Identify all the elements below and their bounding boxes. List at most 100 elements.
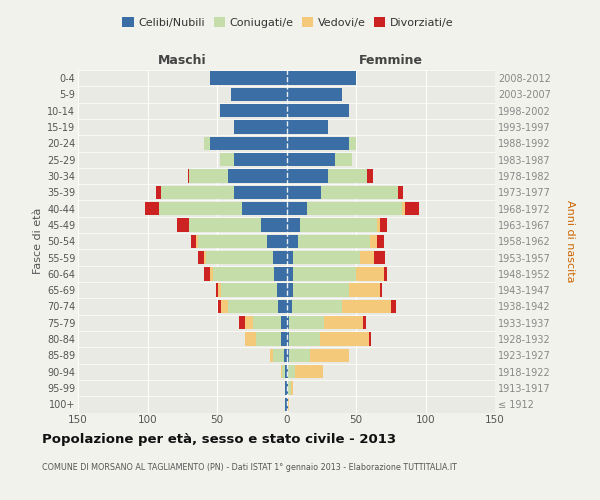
Bar (245, 316, 253, 330)
Bar (289, 316, 324, 330)
Bar (328, 170, 367, 182)
Bar (205, 267, 210, 280)
Bar (360, 251, 374, 264)
Bar (287, 316, 289, 330)
Bar (281, 365, 283, 378)
Bar (206, 251, 272, 264)
Bar (213, 267, 274, 280)
Bar (374, 251, 385, 264)
Bar (287, 332, 289, 346)
Bar (188, 170, 189, 182)
Bar (287, 251, 293, 264)
Bar (274, 267, 287, 280)
Bar (221, 284, 277, 297)
Bar (197, 234, 267, 248)
Bar (233, 120, 287, 134)
Bar (158, 202, 242, 215)
Bar (220, 104, 287, 118)
Bar (287, 136, 349, 150)
Bar (370, 234, 377, 248)
Bar (287, 153, 335, 166)
Bar (380, 284, 382, 297)
Bar (301, 218, 377, 232)
Bar (287, 398, 288, 411)
Bar (324, 316, 363, 330)
Bar (242, 202, 287, 215)
Bar (292, 300, 342, 313)
Bar (377, 218, 380, 232)
Bar (231, 88, 287, 101)
Bar (228, 300, 278, 313)
Bar (289, 332, 320, 346)
Bar (267, 234, 287, 248)
Bar (228, 170, 287, 182)
Bar (197, 251, 205, 264)
Bar (293, 267, 356, 280)
Bar (196, 234, 197, 248)
Bar (298, 234, 370, 248)
Bar (281, 316, 287, 330)
Bar (287, 120, 328, 134)
Bar (342, 300, 391, 313)
Bar (278, 300, 287, 313)
Bar (321, 186, 398, 199)
Bar (287, 234, 298, 248)
Bar (287, 365, 288, 378)
Bar (281, 332, 287, 346)
Bar (285, 365, 287, 378)
Text: Maschi: Maschi (158, 54, 206, 66)
Y-axis label: Fasce di età: Fasce di età (32, 208, 43, 274)
Bar (404, 202, 419, 215)
Bar (262, 218, 287, 232)
Bar (256, 332, 281, 346)
Bar (205, 251, 206, 264)
Bar (287, 284, 293, 297)
Bar (335, 153, 352, 166)
Y-axis label: Anni di nascita: Anni di nascita (565, 200, 575, 282)
Bar (218, 300, 221, 313)
Bar (287, 88, 342, 101)
Bar (287, 202, 307, 215)
Bar (156, 186, 161, 199)
Bar (220, 153, 233, 166)
Text: COMUNE DI MORSANO AL TAGLIAMENTO (PN) - Dati ISTAT 1° gennaio 2013 - Elaborazion: COMUNE DI MORSANO AL TAGLIAMENTO (PN) - … (42, 462, 457, 471)
Bar (189, 170, 228, 182)
Bar (287, 300, 292, 313)
Bar (288, 382, 290, 394)
Bar (287, 218, 301, 232)
Bar (272, 251, 287, 264)
Bar (380, 218, 386, 232)
Bar (287, 72, 356, 85)
Text: Popolazione per età, sesso e stato civile - 2013: Popolazione per età, sesso e stato civil… (42, 432, 396, 446)
Bar (287, 382, 288, 394)
Bar (233, 186, 287, 199)
Bar (288, 365, 295, 378)
Bar (391, 300, 397, 313)
Bar (384, 267, 386, 280)
Bar (289, 348, 310, 362)
Bar (277, 284, 287, 297)
Bar (349, 284, 380, 297)
Bar (233, 153, 287, 166)
Bar (287, 348, 289, 362)
Bar (295, 365, 323, 378)
Bar (287, 170, 328, 182)
Bar (368, 332, 371, 346)
Bar (272, 348, 284, 362)
Bar (402, 202, 404, 215)
Bar (215, 284, 218, 297)
Bar (189, 218, 262, 232)
Bar (239, 316, 245, 330)
Legend: Celibi/Nubili, Coniugati/e, Vedovi/e, Divorziati/e: Celibi/Nubili, Coniugati/e, Vedovi/e, Di… (118, 13, 458, 32)
Bar (288, 398, 289, 411)
Bar (290, 382, 293, 394)
Bar (293, 251, 360, 264)
Bar (210, 72, 287, 85)
Bar (367, 170, 373, 182)
Bar (253, 316, 281, 330)
Bar (307, 202, 402, 215)
Bar (287, 267, 293, 280)
Bar (191, 234, 196, 248)
Bar (210, 267, 213, 280)
Bar (349, 136, 356, 150)
